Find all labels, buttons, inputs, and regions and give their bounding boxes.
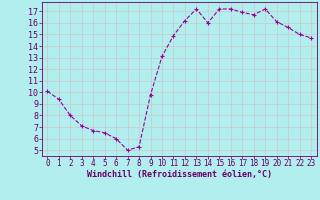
X-axis label: Windchill (Refroidissement éolien,°C): Windchill (Refroidissement éolien,°C) xyxy=(87,170,272,179)
